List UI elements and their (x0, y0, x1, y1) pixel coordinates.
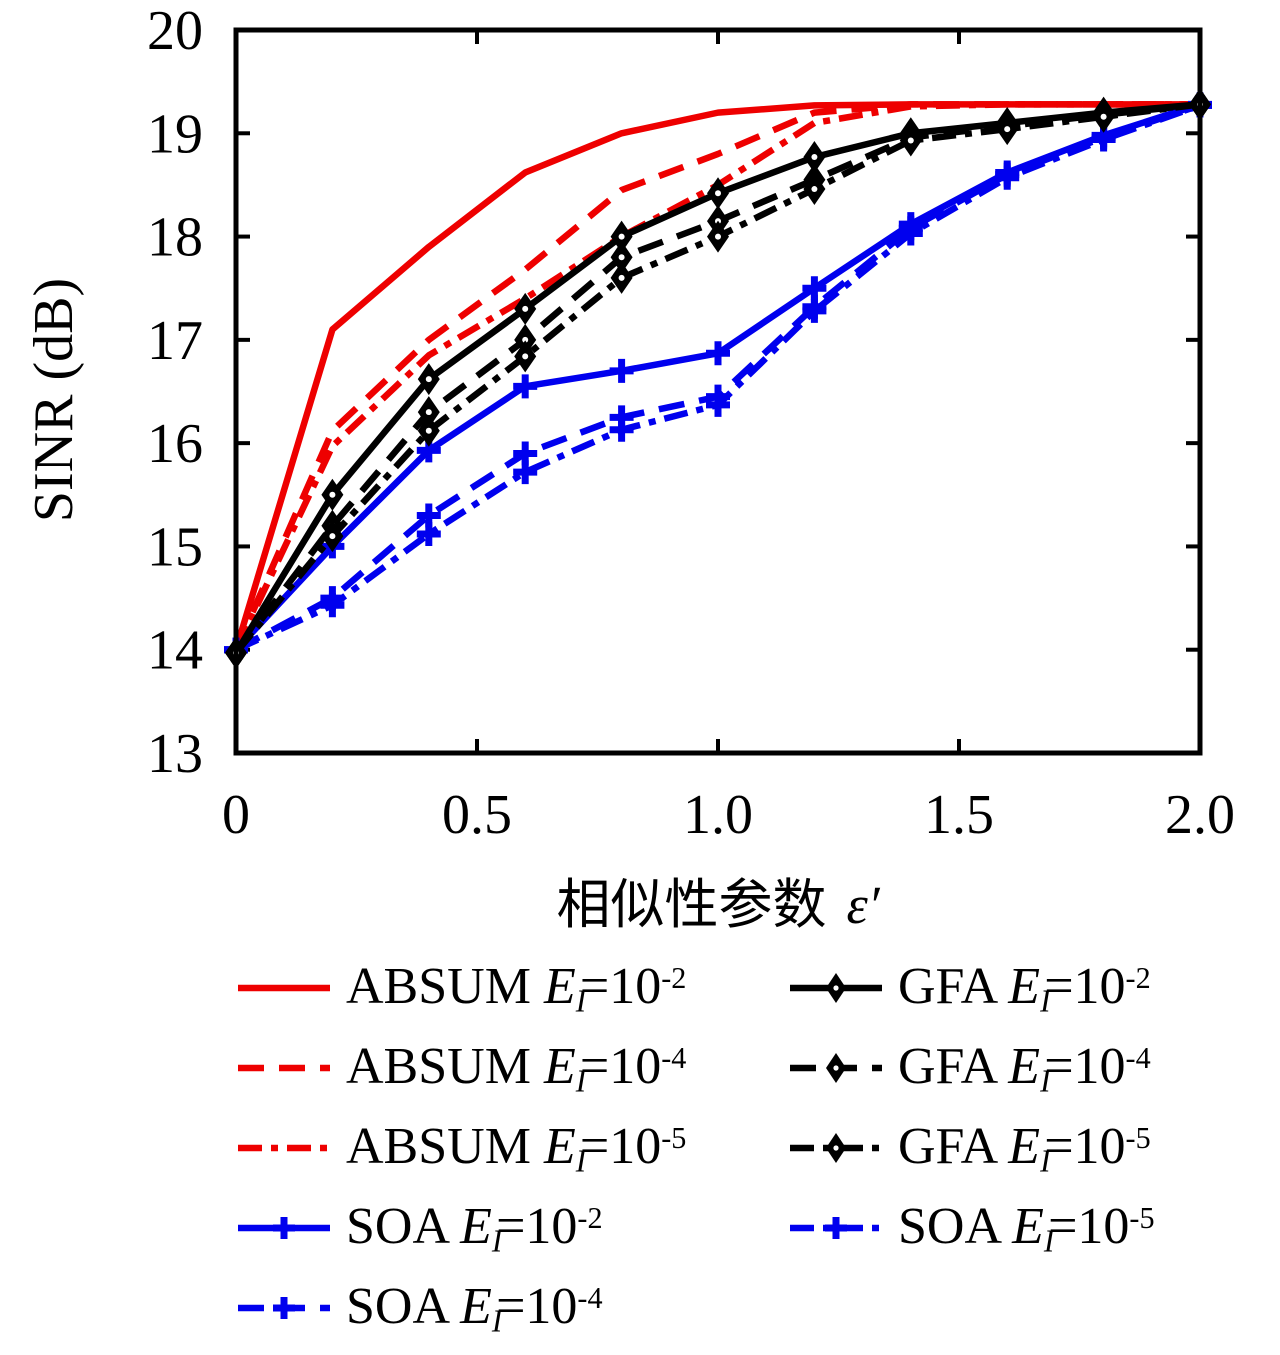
diamond-marker-dot (522, 305, 529, 312)
y-tick-label: 18 (147, 207, 203, 269)
plus-marker (513, 374, 538, 399)
plus-marker (513, 460, 538, 485)
plus-marker (706, 341, 730, 366)
legend-sample-gfa-1e4 (790, 1053, 882, 1083)
plus-marker (898, 221, 923, 246)
legend-label-soa-1e5: SOA EI=10-5 (898, 1197, 1155, 1259)
x-tick-label: 2.0 (1165, 784, 1235, 846)
x-tick-label: 1.0 (683, 784, 753, 846)
legend: ABSUM EI=10-2 GFA EI=10-2 ABSUM EI=10-4 GFA… (238, 948, 1270, 1348)
legend-entry-gfa-1e5: GFA EI=10-5 (790, 1108, 1270, 1188)
legend-entry-soa-1e4: SOA EI=10-4 (238, 1268, 790, 1348)
legend-label-gfa-1e4: GFA EI=10-4 (898, 1037, 1151, 1099)
legend-entry-absum-1e2: ABSUM EI=10-2 (238, 948, 790, 1028)
diamond-marker-dot (522, 336, 529, 343)
diamond-marker-dot (425, 427, 432, 434)
plus-marker (609, 417, 634, 442)
legend-sample-soa-1e4 (238, 1297, 330, 1319)
y-tick-label: 14 (147, 620, 203, 682)
x-axis-label-text: 相似性参数 (556, 875, 827, 935)
y-tick-label: 13 (147, 723, 203, 785)
plus-marker (416, 522, 441, 547)
y-axis-label: SINR (dB) (23, 278, 85, 522)
plus-marker (320, 593, 345, 618)
y-tick-label: 19 (147, 103, 203, 165)
legend-label-absum-1e4: ABSUM EI=10-4 (346, 1037, 687, 1099)
diamond-marker-dot (907, 137, 914, 144)
legend-entry-absum-1e5: ABSUM EI=10-5 (238, 1108, 790, 1188)
diamond-marker-dot (833, 1065, 839, 1071)
legend-sample-soa-1e2 (238, 1217, 330, 1239)
diamond-marker-dot (522, 353, 529, 360)
legend-label-gfa-1e2: GFA EI=10-2 (898, 957, 1151, 1019)
legend-entry-absum-1e4: ABSUM EI=10-4 (238, 1028, 790, 1108)
plus-marker (802, 298, 827, 323)
legend-label-gfa-1e5: GFA EI=10-5 (898, 1117, 1151, 1179)
y-tick-label: 20 (147, 0, 203, 62)
legend-entry-soa-1e5: SOA EI=10-5 (790, 1188, 1270, 1268)
x-axis-label: 相似性参数 ε′ (236, 860, 1200, 939)
y-tick-label: 16 (147, 413, 203, 475)
legend-sample-absum-1e4 (238, 1064, 330, 1072)
legend-label-absum-1e2: ABSUM EI=10-2 (346, 957, 687, 1019)
diamond-marker-dot (833, 1145, 839, 1151)
legend-sample-gfa-1e2 (790, 973, 882, 1003)
diamond-marker-dot (618, 274, 625, 281)
plus-marker-icon (273, 1217, 295, 1239)
plus-marker-icon (273, 1297, 295, 1319)
plus-marker (706, 392, 730, 417)
plus-marker (609, 358, 634, 383)
legend-entry-gfa-1e4: GFA EI=10-4 (790, 1028, 1270, 1108)
legend-sample-absum-1e2 (238, 984, 330, 992)
x-axis-label-symbol: ε′ (846, 875, 880, 935)
diamond-marker-dot (618, 233, 625, 240)
diamond-marker-dot (811, 186, 818, 193)
legend-label-absum-1e5: ABSUM EI=10-5 (346, 1117, 687, 1179)
diamond-marker-dot (811, 154, 818, 161)
diamond-marker-dot (1004, 126, 1011, 133)
plus-marker (995, 165, 1020, 190)
diamond-marker-dot (425, 376, 432, 383)
legend-sample-absum-1e5 (238, 1144, 330, 1152)
legend-entry-soa-1e2: SOA EI=10-2 (238, 1188, 790, 1268)
legend-label-soa-1e4: SOA EI=10-4 (346, 1277, 603, 1339)
plus-marker-icon (825, 1217, 847, 1239)
legend-sample-soa-1e5 (790, 1217, 882, 1239)
x-tick-label: 0.5 (442, 784, 512, 846)
legend-label-soa-1e2: SOA EI=10-2 (346, 1197, 603, 1259)
diamond-marker-dot (618, 254, 625, 261)
diamond-marker-dot (329, 491, 336, 498)
legend-entry-gfa-1e2: GFA EI=10-2 (790, 948, 1270, 1028)
legend-sample-gfa-1e5 (790, 1133, 882, 1163)
diamond-marker-dot (833, 985, 839, 991)
y-tick-label: 15 (147, 516, 203, 578)
diamond-marker-dot (1100, 113, 1107, 120)
legend-entry-empty (790, 1268, 1270, 1348)
diamond-marker-dot (715, 190, 721, 197)
diamond-marker-dot (425, 409, 432, 416)
x-tick-label: 0 (222, 784, 250, 846)
x-tick-label: 1.5 (924, 784, 994, 846)
diamond-marker-dot (329, 533, 336, 540)
diamond-marker-dot (715, 233, 721, 240)
plot-frame (233, 27, 1203, 756)
y-tick-label: 17 (147, 310, 203, 372)
